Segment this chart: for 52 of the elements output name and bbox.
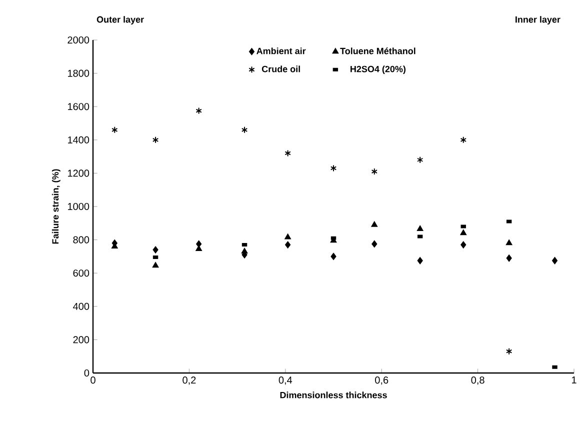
point	[330, 164, 337, 172]
x-tick-label: 0,2	[182, 376, 196, 385]
point	[372, 240, 378, 248]
legend-label: H2SO4 (20%)	[350, 66, 406, 74]
y-tick-label: 0	[84, 369, 90, 377]
point	[152, 246, 158, 254]
point	[460, 241, 466, 248]
point	[371, 168, 378, 176]
point	[152, 262, 159, 268]
y-tick-label: 600	[73, 270, 90, 277]
y-tick-label: 400	[73, 302, 90, 310]
x-tick-label: 0,6	[375, 376, 388, 385]
legend-label: Crude oil	[262, 66, 300, 72]
y-tick-label: 1000	[68, 202, 90, 210]
point	[460, 224, 466, 228]
point	[241, 248, 248, 254]
x-tick-label: 0	[90, 376, 96, 384]
point	[460, 230, 466, 236]
point	[285, 241, 291, 248]
y-tick-label: 1400	[68, 136, 90, 144]
x-tick-label: 0,8	[471, 376, 484, 385]
point	[506, 240, 512, 246]
point	[417, 257, 423, 264]
point	[330, 252, 336, 260]
y-tick-label: 2000	[68, 36, 90, 44]
point	[460, 136, 466, 144]
y-tick-label: 1600	[68, 103, 90, 110]
point	[552, 365, 558, 369]
point	[506, 254, 512, 262]
y-axis-title: Failure strain, (%)	[52, 169, 60, 244]
x-tick-label: 0,4	[278, 376, 292, 385]
point	[152, 136, 159, 144]
point	[506, 348, 512, 355]
point	[241, 126, 248, 134]
y-tick-label: 200	[73, 336, 90, 344]
point	[196, 107, 202, 114]
text: Inner layer	[516, 16, 560, 24]
x-axis-title: Dimensionless thickness	[280, 392, 387, 398]
text: Outer layer	[96, 16, 144, 24]
y-tick-label: 1200	[68, 170, 90, 177]
point	[112, 126, 118, 134]
point	[284, 234, 291, 240]
y-tick-label: 1800	[68, 70, 90, 77]
point	[416, 156, 424, 164]
point	[416, 225, 424, 231]
x-tick-label: 1	[572, 376, 576, 384]
point	[371, 221, 378, 227]
y-tick-label: 800	[73, 236, 90, 244]
legend-label: Ambient air	[256, 48, 306, 54]
point	[552, 257, 558, 264]
point	[284, 150, 291, 157]
legend-label: Toluene Méthanol	[340, 48, 416, 54]
